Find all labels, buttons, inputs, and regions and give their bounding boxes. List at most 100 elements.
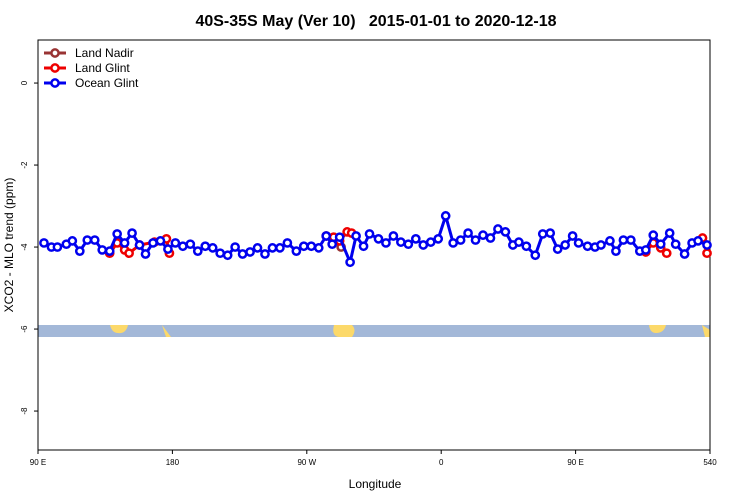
data-point [267, 243, 278, 253]
data-point [626, 235, 636, 245]
data-point [545, 228, 556, 238]
data-point [67, 236, 78, 246]
data-point [664, 228, 675, 238]
y-tick-label: -8 [20, 407, 29, 415]
data-point [530, 250, 541, 261]
data-point [306, 241, 317, 252]
legend-label: Land Nadir [75, 46, 134, 60]
data-point [148, 238, 158, 248]
data-point [97, 245, 108, 255]
data-point [178, 241, 188, 252]
x-tick-label: 0 [439, 458, 444, 467]
data-point [215, 248, 226, 259]
data-point [567, 231, 578, 241]
data-point [440, 211, 451, 221]
land [702, 325, 710, 337]
data-point [358, 241, 369, 252]
legend-label: Land Glint [75, 61, 130, 75]
chart-title: 40S-35S May (Ver 10) 2015-01-01 to 2020-… [195, 13, 556, 30]
data-point [373, 234, 384, 244]
data-point [679, 249, 690, 259]
data-point [640, 245, 651, 255]
legend-marker [50, 63, 60, 73]
data-point [74, 246, 85, 256]
data-point [670, 239, 681, 250]
data-point [388, 231, 399, 241]
data-point [200, 241, 211, 252]
data-point [425, 237, 436, 247]
data-point [119, 238, 130, 248]
data-point [313, 243, 324, 253]
data-point [521, 241, 532, 252]
data-point [140, 249, 151, 259]
data-point [648, 230, 659, 241]
land [649, 325, 666, 333]
x-tick-label: 90 W [297, 458, 316, 467]
data-point [364, 229, 375, 239]
x-tick-label: 180 [166, 458, 180, 467]
data-point [485, 233, 496, 243]
data-point [52, 242, 63, 252]
data-point [192, 246, 203, 256]
data-point [134, 240, 145, 250]
data-point [127, 228, 137, 238]
data-point [410, 234, 421, 244]
data-point [573, 238, 584, 248]
data-point [82, 235, 93, 245]
legend-label: Ocean Glint [75, 76, 139, 90]
x-axis-label: Longitude [349, 477, 402, 491]
data-point [124, 248, 134, 259]
y-tick-label: -2 [20, 161, 29, 169]
x-tick-label: 90 E [30, 458, 46, 467]
data-point [596, 240, 606, 250]
data-point [618, 235, 629, 245]
data-point [582, 241, 593, 252]
data-point [702, 248, 712, 259]
data-point [170, 238, 181, 248]
data-point [455, 235, 466, 245]
data-point [185, 239, 196, 250]
y-tick-label: -6 [20, 325, 29, 333]
data-point [552, 244, 563, 254]
data-point [478, 230, 488, 241]
data-point [693, 236, 703, 246]
data-point [537, 229, 548, 239]
data-point [655, 239, 666, 250]
data-point [252, 243, 263, 253]
data-point [418, 240, 429, 250]
x-tick-label: 540 [703, 458, 717, 467]
data-point [661, 248, 672, 259]
data-point [351, 231, 361, 241]
data-point [396, 237, 406, 247]
data-point [260, 249, 270, 259]
data-point [237, 249, 248, 259]
data-point [345, 257, 355, 268]
data-point [207, 243, 218, 253]
data-point [403, 239, 414, 250]
y-tick-label: 0 [20, 80, 29, 85]
data-point [381, 238, 391, 248]
ocean-strip [38, 325, 710, 337]
data-point [514, 237, 524, 247]
y-axis-label: XCO2 - MLO trend (ppm) [2, 178, 16, 313]
data-point [39, 238, 49, 248]
data-point [163, 244, 173, 254]
x-tick-label: 90 E [567, 458, 583, 467]
data-point [275, 243, 285, 253]
map-strip [38, 325, 710, 337]
legend-marker [50, 48, 60, 58]
data-point [448, 238, 458, 248]
data-point [493, 224, 503, 234]
data-point [327, 239, 338, 250]
data-point [433, 234, 444, 244]
data-point [230, 242, 240, 252]
data-point [222, 250, 233, 261]
data-point [291, 246, 302, 256]
data-point [321, 231, 332, 241]
legend-marker [50, 78, 60, 88]
data-point [89, 235, 100, 245]
data-point [611, 246, 621, 256]
data-point [605, 236, 615, 246]
